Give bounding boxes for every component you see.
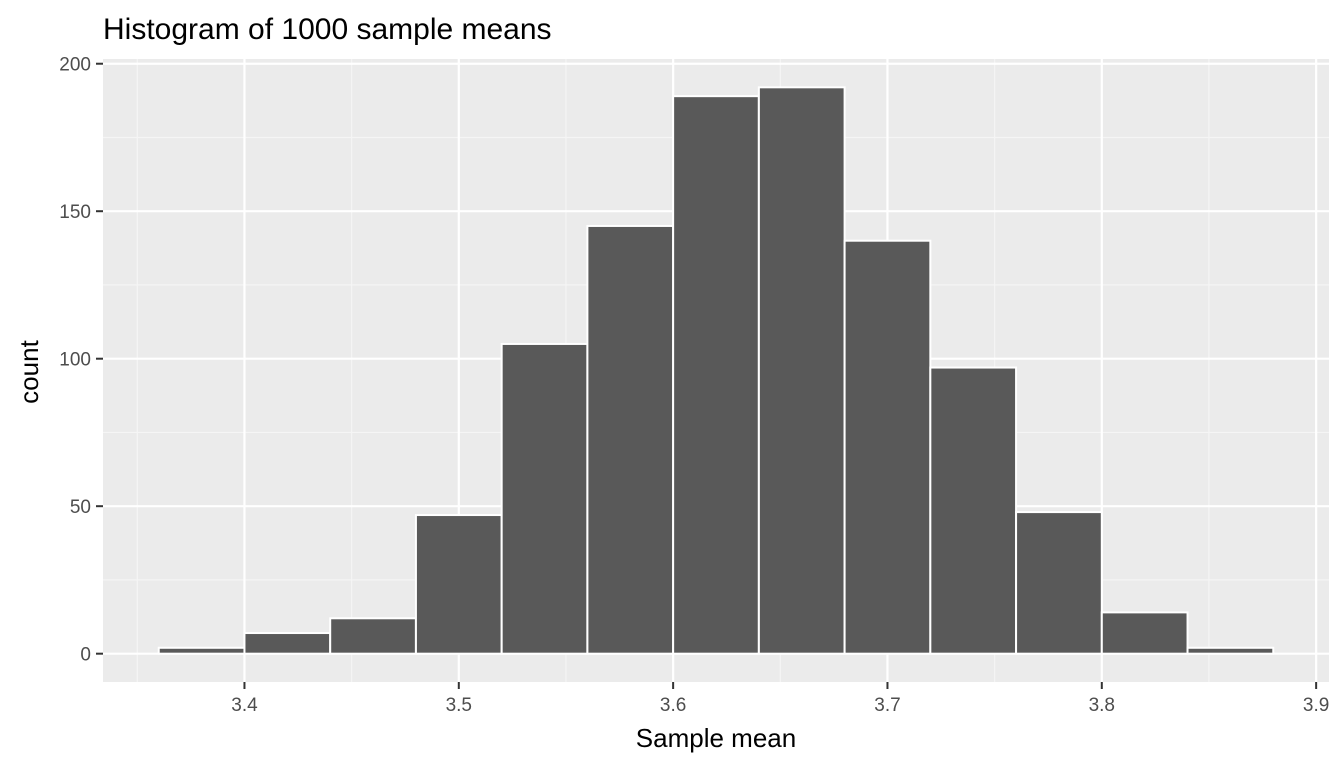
x-tick-label: 3.9 — [1303, 695, 1329, 716]
histogram-bar — [843, 239, 932, 655]
chart-title: Histogram of 1000 sample means — [103, 13, 552, 46]
histogram-bar — [757, 86, 846, 655]
y-tick-label: 200 — [59, 55, 91, 76]
x-tick-label: 3.8 — [1089, 695, 1115, 716]
x-tick-label: 3.4 — [231, 695, 258, 716]
histogram-bar — [586, 224, 675, 655]
histogram-bar — [500, 342, 589, 655]
y-axis-title: count — [14, 339, 44, 403]
histogram-bar — [1015, 511, 1103, 655]
x-axis-title: Sample mean — [636, 723, 796, 753]
histogram-bar — [672, 95, 760, 655]
y-tick-label: 100 — [59, 350, 91, 371]
y-tick-label: 150 — [59, 202, 91, 223]
histogram-bar — [329, 617, 417, 655]
histogram-bar — [929, 366, 1018, 655]
histogram-bars — [157, 86, 1275, 655]
histogram-bar — [1186, 646, 1275, 655]
x-tick-label: 3.7 — [874, 695, 900, 716]
x-axis: 3.4 3.5 3.6 3.7 3.8 3.9 — [231, 682, 1329, 716]
histogram-bar — [157, 646, 246, 655]
y-axis: 0 50 100 150 200 — [59, 55, 103, 666]
histogram-bar — [243, 632, 332, 655]
histogram-bar — [1100, 611, 1189, 655]
x-tick-label: 3.6 — [660, 695, 686, 716]
y-tick-label: 50 — [70, 497, 91, 518]
y-tick-label: 0 — [80, 645, 91, 666]
histogram-bar — [414, 514, 503, 655]
x-tick-label: 3.5 — [446, 695, 472, 716]
